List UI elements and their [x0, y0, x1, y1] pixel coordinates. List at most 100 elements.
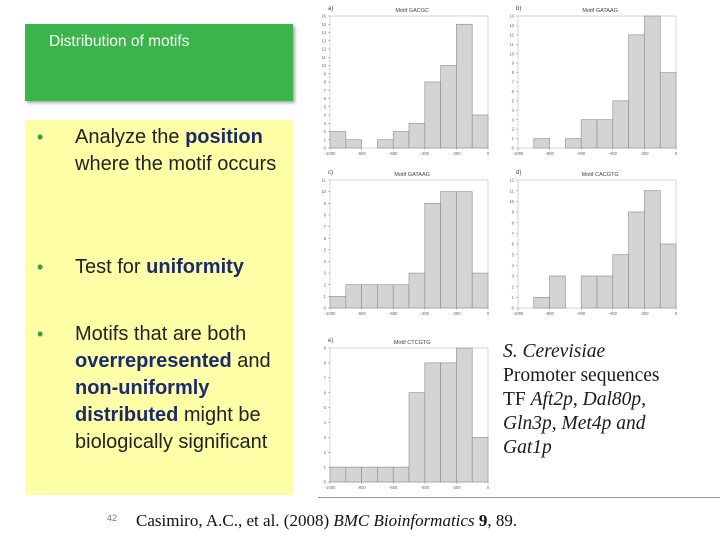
y-tick-label: 12: [509, 32, 514, 37]
panel-label: a): [328, 6, 333, 12]
bullet-3-mid: and: [231, 350, 271, 372]
x-tick-label: -200: [640, 311, 649, 316]
caption-line2: Promoter sequences: [503, 365, 660, 386]
histogram-panel-5: e) Motif CTCGTG 0 1 2 3 4 5 6 7 8 9 -1000 -800 -600 -40…: [324, 338, 490, 490]
histogram-panel-1: a) Motif GACGC012345678910111213141516-10…: [321, 6, 490, 156]
y-tick-label: 10: [321, 63, 326, 68]
y-tick-label: 5: [324, 247, 327, 252]
histogram-bar: [408, 392, 426, 483]
x-tick-label: -200: [640, 151, 649, 156]
y-tick-label: 6: [324, 236, 327, 241]
y-tick-label: 7: [512, 231, 515, 236]
histogram-bar: [440, 65, 457, 149]
bullet-1-highlight: position: [185, 126, 263, 148]
histogram-panel-2: b) Motif GATAAG01234567891011121314-1000-…: [509, 6, 678, 156]
histogram-bar: [392, 131, 410, 149]
title-box: Distribution of motifs: [25, 24, 293, 101]
y-tick-label: 5: [512, 252, 515, 257]
histogram-bar: [392, 466, 410, 483]
y-tick-label: 9: [324, 201, 327, 206]
y-tick-label: 11: [322, 178, 327, 183]
histogram-bar: [628, 34, 645, 149]
y-tick-label: 6: [324, 390, 327, 395]
x-tick-label: -800: [357, 311, 366, 316]
y-tick-label: 2: [324, 450, 327, 455]
panel-label: d): [516, 170, 521, 176]
y-tick-label: 0: [324, 146, 327, 151]
histogram-bar: [440, 191, 457, 309]
bullet-3-pre: Motifs that are both: [75, 323, 247, 345]
histogram-bar: [471, 437, 489, 483]
y-tick-label: 1: [512, 295, 515, 300]
y-tick-label: 16: [321, 14, 326, 19]
y-tick-label: 5: [324, 405, 327, 410]
histogram-bar: [424, 202, 441, 309]
histogram-bar: [329, 131, 347, 149]
slide-title: Distribution of motifs: [49, 33, 190, 50]
citation-journal: BMC Bioinformatics: [333, 511, 475, 530]
bullet-dot: •: [37, 257, 44, 277]
caption-tf-list-1: Aft2p, Dal80p,: [530, 389, 647, 410]
bullet-2-text: Test for uniformity: [75, 254, 293, 281]
bullet-2: • Test for uniformity: [37, 254, 293, 281]
y-tick-label: 4: [324, 113, 327, 118]
bullet-2-pre: Test for: [75, 256, 147, 278]
x-tick-label: -800: [357, 485, 366, 490]
y-tick-label: 2: [324, 282, 327, 287]
histogram-bar: [408, 122, 426, 149]
bottom-rule: [318, 497, 720, 498]
histogram-bar: [471, 114, 489, 149]
y-tick-label: 3: [512, 274, 515, 279]
histogram-bar: [456, 191, 473, 309]
histogram-bar: [580, 119, 598, 149]
y-tick-label: 11: [510, 42, 515, 47]
y-tick-label: 14: [509, 14, 514, 19]
y-tick-label: 1: [324, 465, 327, 470]
histogram-bar: [345, 284, 362, 309]
histogram-bar: [659, 72, 677, 149]
histogram-bar: [580, 275, 598, 309]
x-tick-label: -1000: [513, 311, 524, 316]
caption-organism: S. Cerevisiae: [503, 341, 606, 362]
bullet-panel: • Analyze the position where the motif o…: [25, 120, 293, 495]
histogram-bar: [533, 138, 550, 149]
y-tick-label: 11: [510, 188, 515, 193]
bullet-1-post: where the motif occurs: [75, 153, 277, 175]
y-tick-label: 9: [512, 61, 515, 66]
histogram-bar: [456, 23, 473, 149]
x-tick-label: -200: [452, 311, 461, 316]
y-tick-label: 4: [324, 420, 327, 425]
y-tick-label: 6: [512, 89, 515, 94]
x-tick-label: -400: [421, 151, 430, 156]
histogram-bar: [424, 362, 441, 483]
bullet-2-highlight: uniformity: [146, 256, 244, 278]
histogram-bar: [533, 297, 550, 309]
y-tick-label: 8: [324, 360, 327, 365]
y-tick-label: 9: [324, 346, 327, 351]
y-tick-label: 8: [512, 70, 515, 75]
histogram-bar: [377, 466, 394, 483]
bullet-3: • Motifs that are both overrepresented a…: [37, 321, 293, 456]
y-tick-label: 1: [324, 294, 327, 299]
y-tick-label: 6: [324, 96, 327, 101]
bullet-1-pre: Analyze the: [75, 126, 186, 148]
histogram-bar: [424, 81, 441, 149]
x-tick-label: -1000: [325, 311, 336, 316]
histogram-bar: [377, 284, 394, 309]
bullet-3-highlight-2: non-uniformly distributed: [75, 377, 210, 426]
y-tick-label: 3: [512, 117, 515, 122]
panel-title: Motif GATAAG: [394, 172, 430, 178]
y-tick-label: 13: [509, 23, 514, 28]
x-tick-label: -400: [609, 151, 618, 156]
x-tick-label: -400: [421, 485, 430, 490]
caption-tf-line1: TF Aft2p, Dal80p,: [503, 388, 718, 412]
x-tick-label: -800: [545, 151, 554, 156]
histogram-bar: [329, 296, 347, 309]
histogram-bar: [345, 466, 362, 483]
y-tick-label: 2: [512, 127, 515, 132]
histogram-bar: [565, 138, 582, 149]
histogram-bar: [549, 275, 566, 309]
y-tick-label: 10: [509, 199, 514, 204]
y-tick-label: 3: [324, 121, 327, 126]
x-tick-label: -200: [452, 151, 461, 156]
